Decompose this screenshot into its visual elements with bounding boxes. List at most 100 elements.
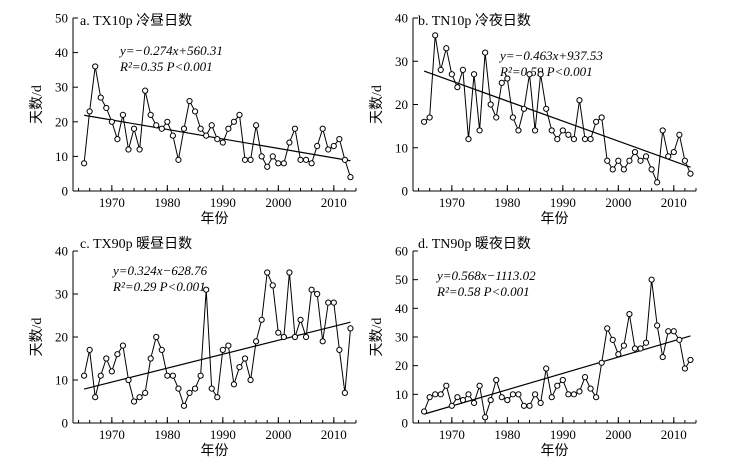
x-axis-label: 年份 <box>541 211 569 227</box>
data-point <box>504 75 511 82</box>
y-tick-label: 30 <box>395 54 408 69</box>
data-point <box>470 71 478 78</box>
y-tick-label: 10 <box>395 387 408 402</box>
panel-title: d. TN90p 暖夜日数 <box>418 236 531 252</box>
x-tick-label: 2010 <box>661 427 687 442</box>
data-point <box>158 346 165 353</box>
data-point <box>219 346 226 353</box>
data-point <box>247 156 254 163</box>
data-point <box>637 345 644 352</box>
data-point <box>554 382 561 389</box>
regression-stats: R²=0.29 P<0.001 <box>112 279 206 294</box>
data-point <box>432 32 439 39</box>
y-axis-label: 天数/d <box>29 85 45 124</box>
x-tick-label: 1990 <box>210 427 236 442</box>
y-tick-label: 40 <box>55 45 68 60</box>
data-point <box>186 97 193 105</box>
data-point <box>676 131 683 138</box>
data-point <box>676 336 683 343</box>
data-point <box>459 396 467 404</box>
data-point <box>576 388 583 395</box>
x-tick-label: 1980 <box>494 427 520 442</box>
data-point <box>136 394 143 401</box>
y-tick-label: 10 <box>55 373 68 388</box>
data-point <box>615 351 622 358</box>
y-tick-label: 40 <box>395 11 408 26</box>
data-point <box>637 157 644 164</box>
data-point <box>142 87 149 94</box>
data-point <box>136 146 143 153</box>
y-tick-label: 20 <box>395 358 408 373</box>
data-point <box>465 136 472 143</box>
data-point <box>559 127 566 134</box>
y-axis-label: 天数/d <box>369 85 385 124</box>
data-point <box>203 286 210 293</box>
y-tick-label: 30 <box>55 287 68 302</box>
data-point <box>330 142 337 150</box>
data-point <box>180 125 188 132</box>
data-point <box>103 355 110 362</box>
y-tick-label: 0 <box>402 184 409 199</box>
x-tick-label: 1970 <box>439 195 465 210</box>
x-tick-label: 2010 <box>661 195 687 210</box>
data-point <box>264 163 271 170</box>
data-point <box>347 325 354 332</box>
data-point <box>609 336 616 343</box>
data-point <box>197 125 204 132</box>
data-point <box>598 359 605 366</box>
x-tick-label: 1970 <box>99 427 125 442</box>
data-point <box>593 118 600 125</box>
data-point <box>498 79 505 86</box>
data-point <box>142 389 149 396</box>
data-point <box>92 394 99 401</box>
data-point <box>476 382 483 389</box>
x-tick-label: 2000 <box>265 195 291 210</box>
panel-1: 0 10 20 30 40 50 1970 1980 1990 2000 2010 年份 天数/d a. … <box>29 11 357 227</box>
data-point <box>687 170 694 177</box>
y-tick-label: 20 <box>395 97 408 112</box>
data-point <box>420 118 428 125</box>
data-point <box>191 108 199 115</box>
y-tick-label: 50 <box>395 272 408 287</box>
data-point <box>86 108 93 115</box>
data-point <box>236 364 243 371</box>
data-point <box>253 338 260 345</box>
data-point <box>164 372 171 379</box>
data-point <box>253 122 260 129</box>
y-tick-label: 20 <box>55 114 68 129</box>
data-point <box>515 127 522 134</box>
regression-stats: R²=0.58 P<0.001 <box>436 284 530 299</box>
data-point <box>169 372 176 379</box>
data-point <box>426 394 433 401</box>
data-point <box>587 136 594 143</box>
data-point <box>559 376 566 384</box>
data-point <box>487 101 494 108</box>
data-point <box>437 66 444 74</box>
data-point <box>509 391 516 398</box>
data-point <box>164 118 171 125</box>
data-point <box>659 127 666 134</box>
data-point <box>493 114 500 121</box>
data-point <box>97 94 104 101</box>
data-point <box>454 84 461 91</box>
data-point <box>470 399 478 407</box>
data-point <box>336 136 343 143</box>
data-point <box>593 394 600 401</box>
data-point <box>654 322 661 329</box>
data-point <box>236 111 243 118</box>
data-point <box>258 153 265 160</box>
data-point <box>548 394 555 401</box>
x-tick-label: 2010 <box>321 195 347 210</box>
data-point <box>526 71 533 78</box>
data-point <box>681 157 689 164</box>
data-point <box>275 160 282 167</box>
y-tick-label: 10 <box>395 140 408 155</box>
regression-stats: R²=0.59 P<0.001 <box>499 64 593 79</box>
data-point <box>620 166 627 173</box>
data-point <box>241 355 249 362</box>
data-point <box>642 339 650 346</box>
regression-equation: y=0.324x−628.76 <box>111 263 208 278</box>
data-point <box>554 136 561 143</box>
data-point <box>169 132 176 139</box>
y-tick-label: 0 <box>62 184 69 199</box>
